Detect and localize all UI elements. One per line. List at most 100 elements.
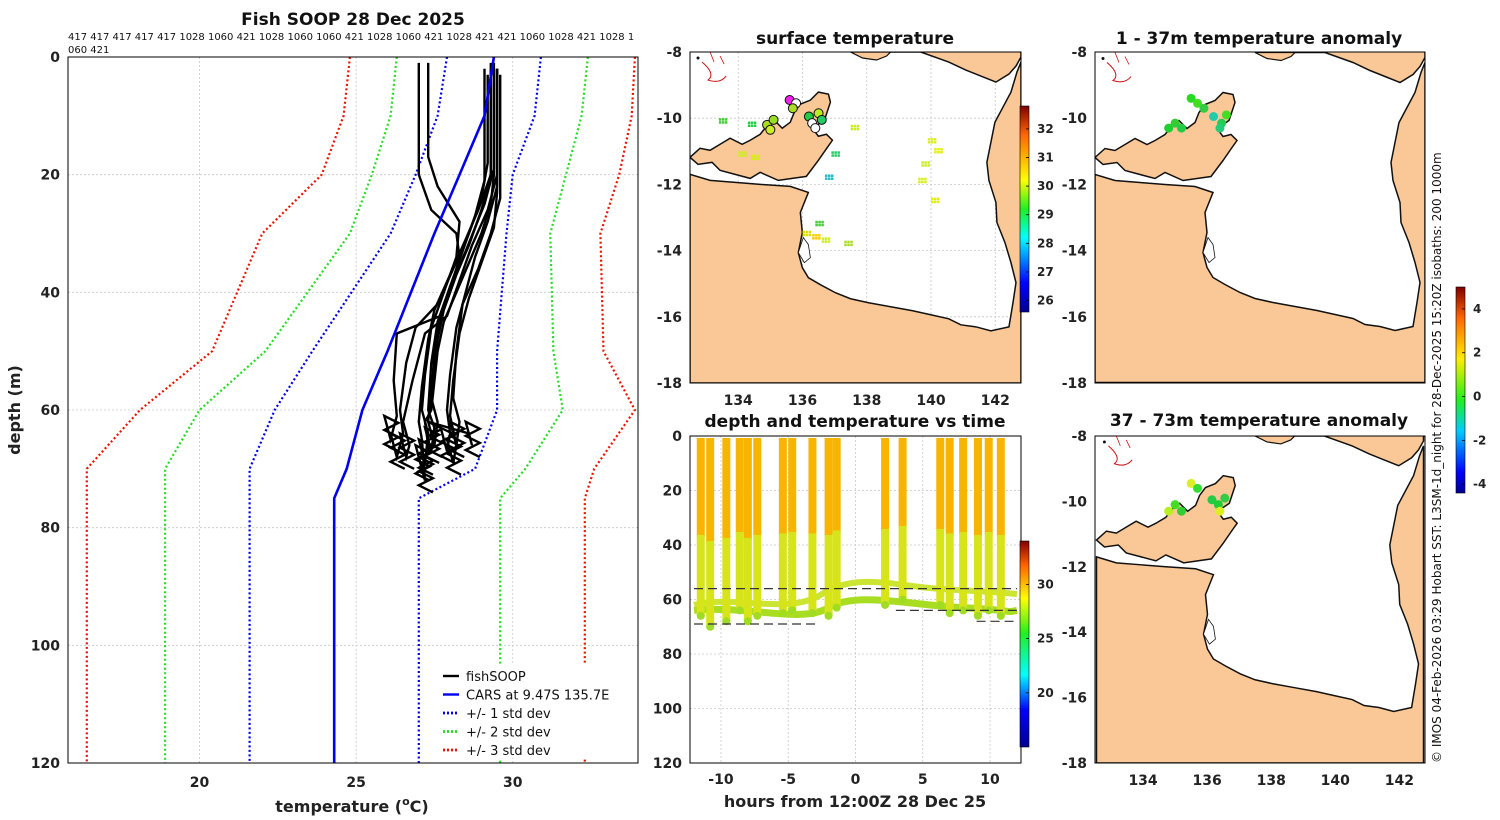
colorbar-tick-label: 31 xyxy=(1037,151,1054,165)
profile-y-label: depth (m) xyxy=(5,365,24,455)
sst-pixel xyxy=(924,180,927,184)
colorbar-tick-label: 26 xyxy=(1037,294,1054,308)
map-anomaly-1-37m: 1 - 37m temperature anomaly -8-10-12-14-… xyxy=(1062,29,1426,392)
map-lon-tick-label: 134 xyxy=(724,393,753,409)
sst-pixel xyxy=(837,154,840,157)
map-lat-tick-label: -18 xyxy=(1062,756,1087,772)
cast-bottom-point xyxy=(696,611,705,620)
sst-pixel xyxy=(824,240,828,243)
cast-warm-segment xyxy=(753,438,762,537)
sst-pixel xyxy=(744,154,747,157)
sst-pixel xyxy=(844,240,847,244)
fish-location-dot xyxy=(1207,495,1217,505)
fish-location-dot xyxy=(1193,483,1203,493)
colorbar-tick-label: -2 xyxy=(1473,433,1486,447)
sst-pixel xyxy=(718,121,722,124)
cast-warm-segment xyxy=(936,438,945,531)
sst-pixel xyxy=(808,230,811,234)
cast-bottom-point xyxy=(722,617,731,626)
cast-bottom-point xyxy=(808,609,817,618)
sst-pixel xyxy=(931,200,934,204)
colorbar-tick-label: 27 xyxy=(1037,265,1054,279)
map-lat-tick-label: -8 xyxy=(1071,45,1087,61)
map-lat-tick-label: -10 xyxy=(1062,111,1088,127)
xlabel-prefix: temperature ( xyxy=(275,797,402,816)
fish-location-dot xyxy=(1209,112,1219,122)
sst-pixel xyxy=(924,177,927,181)
map-lon-tick-label: 140 xyxy=(916,393,945,409)
cast-cool-segment xyxy=(996,534,1005,616)
sst-pixel xyxy=(754,154,757,158)
colorbar-tick-label: 25 xyxy=(1037,632,1054,646)
sst-pixel xyxy=(821,237,825,240)
map-lon-tick-label: 136 xyxy=(788,393,817,409)
map-lon-tick-label: 138 xyxy=(1257,773,1286,789)
sst-pixel xyxy=(940,150,943,154)
fishsoop-profile-line xyxy=(381,68,486,453)
fishsoop-profile-line xyxy=(397,68,499,470)
sst-pixel xyxy=(850,243,853,247)
std3-plus-line xyxy=(583,56,637,763)
sst-pixel xyxy=(750,124,754,128)
sst-pixel xyxy=(747,124,751,128)
map-lon-tick-label: 136 xyxy=(1193,773,1222,789)
time-x-tick-label: 5 xyxy=(918,772,928,788)
sst-pixel xyxy=(834,154,837,157)
cast-bottom-point xyxy=(898,595,907,604)
map-anom1-frame xyxy=(1094,51,1426,384)
legend-label: CARS at 9.47S 135.7E xyxy=(466,689,609,704)
map-lat-tick-label: -14 xyxy=(1062,625,1088,641)
sst-pixel xyxy=(934,150,937,154)
sst-pixel xyxy=(808,233,811,237)
fish-location-dot xyxy=(1199,103,1209,113)
cast-bottom-point xyxy=(945,609,954,618)
colorbar-tick-label: 30 xyxy=(1037,577,1054,591)
profile-lines xyxy=(85,56,637,763)
cast-cool-segment xyxy=(753,534,762,616)
map-lon-tick-label: 142 xyxy=(1385,773,1414,789)
fish-location-dot xyxy=(765,124,776,135)
map-lat-tick-label: -10 xyxy=(1062,494,1088,510)
profile-y-tick-label: 120 xyxy=(31,756,60,772)
sst-pixel xyxy=(824,237,828,240)
profile-y-tick-label: 20 xyxy=(41,168,61,184)
fishsoop-profile-line xyxy=(416,62,461,476)
sst-pixel xyxy=(821,240,825,243)
sst-pixel xyxy=(721,118,725,121)
sst-pixel xyxy=(831,151,834,154)
profile-y-tick-label: 100 xyxy=(31,638,60,654)
cast-warm-segment xyxy=(984,438,993,534)
sst-pixel xyxy=(927,141,931,144)
cast-cool-segment xyxy=(936,528,945,605)
sst-pixel xyxy=(927,138,931,141)
profile-x-tick-label: 20 xyxy=(190,775,210,791)
cast-warm-segment xyxy=(898,438,907,528)
map-anom1-ticks: -8 -10 -12 -14 -16 -18 xyxy=(1062,45,1088,392)
map-anom2-dots xyxy=(1164,478,1230,516)
cast-bottom-point xyxy=(735,606,744,615)
sst-pixel xyxy=(927,161,930,164)
cast-cool-segment xyxy=(881,528,890,605)
cast-warm-segment xyxy=(743,438,752,540)
sst-pixel xyxy=(741,154,744,157)
time-x-tick-label: -5 xyxy=(780,772,796,788)
sst-pixel xyxy=(937,150,940,154)
map-lat-tick-label: -16 xyxy=(657,310,682,326)
time-colorbar-ticks: 20 25 30 xyxy=(1026,577,1054,700)
cast-bottom-point xyxy=(936,600,945,609)
legend-label: +/- 1 std dev xyxy=(466,707,551,722)
time-y-tick-label: 100 xyxy=(653,702,682,718)
cast-bottom-point xyxy=(778,609,787,618)
std2-minus-line xyxy=(164,56,398,763)
sst-pixel xyxy=(934,197,937,201)
map-lat-tick-label: -16 xyxy=(1062,310,1087,326)
fish-location-dot xyxy=(1177,123,1187,133)
sst-pixel xyxy=(818,237,821,240)
map-surface-title: surface temperature xyxy=(756,29,954,49)
cast-warm-segment xyxy=(973,438,982,537)
profile-x-ticks: 20 25 30 xyxy=(190,775,523,791)
sst-pixel xyxy=(818,223,821,227)
sst-pixel xyxy=(850,240,853,244)
